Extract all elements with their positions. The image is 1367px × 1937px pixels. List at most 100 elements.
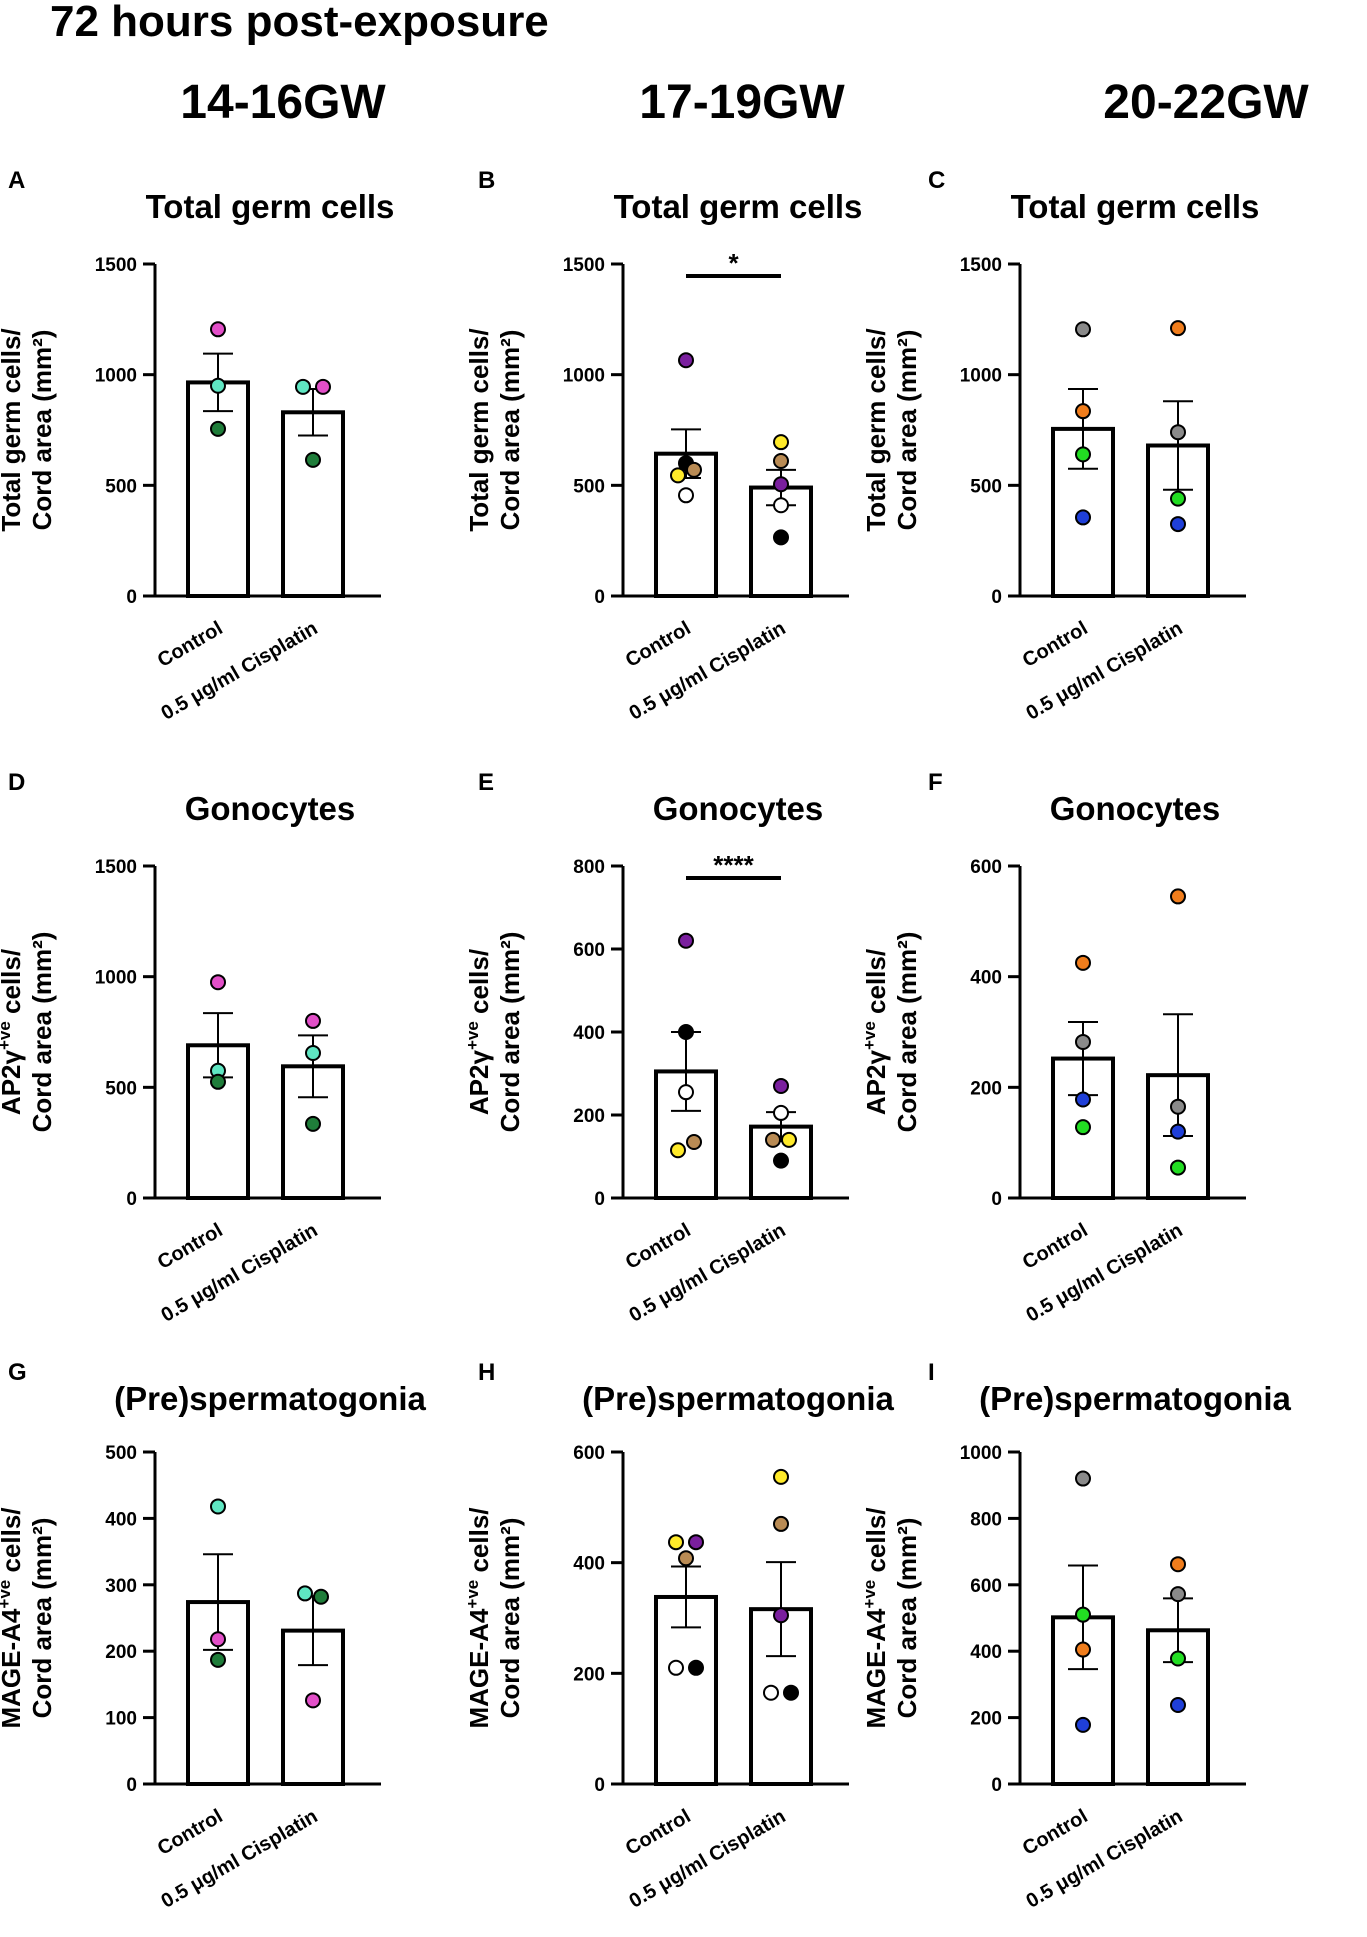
data-point <box>210 1651 226 1668</box>
y-tick-label: 0 <box>126 1775 137 1796</box>
y-tick-label: 200 <box>573 1106 605 1127</box>
bar-control <box>1051 1615 1115 1787</box>
data-point <box>781 1131 797 1148</box>
panel-title: Gonocytes <box>1050 790 1221 827</box>
panel-letter: B <box>478 167 495 194</box>
data-point <box>297 1585 313 1602</box>
y-tick-label: 0 <box>991 1189 1002 1210</box>
y-label-superscript: +ve <box>463 1580 482 1609</box>
data-point <box>1075 403 1091 420</box>
y-tick-label: 500 <box>970 476 1002 497</box>
y-axis-label: AP2γ+ve cells/ <box>463 949 494 1115</box>
data-point <box>1170 424 1186 441</box>
data-point <box>1170 1556 1186 1573</box>
panel-title: (Pre)spermatogonia <box>979 1380 1291 1417</box>
data-point <box>668 1659 684 1676</box>
y-tick-label: 600 <box>573 1443 605 1464</box>
y-tick-label: 200 <box>573 1664 605 1685</box>
data-point <box>210 1498 226 1515</box>
data-point <box>773 476 789 493</box>
data-point <box>668 1534 684 1551</box>
x-category-label: 0.5 μg/ml Cisplatin <box>625 1219 789 1326</box>
y-tick-label: 400 <box>105 1509 137 1530</box>
y-label-text: MAGE-A4 <box>861 1608 891 1728</box>
y-label-text: cells/ <box>0 1507 26 1579</box>
data-point <box>1075 321 1091 338</box>
y-tick-label: 200 <box>970 1709 1002 1730</box>
x-category-label: 0.5 μg/ml Cisplatin <box>157 617 321 724</box>
y-tick-label: 500 <box>573 476 605 497</box>
data-point <box>773 1152 789 1169</box>
data-point <box>1170 1098 1186 1115</box>
y-axis-label: Cord area (mm²) <box>892 1518 922 1719</box>
data-point <box>315 378 331 395</box>
data-point <box>210 1631 226 1648</box>
x-category-label: 0.5 μg/ml Cisplatin <box>157 1219 321 1326</box>
y-axis-label: Cord area (mm²) <box>495 932 525 1133</box>
y-axis-label: MAGE-A4+ve cells/ <box>0 1507 26 1728</box>
y-axis-label: Cord area (mm²) <box>27 932 57 1133</box>
x-category-label: 0.5 μg/ml Cisplatin <box>1022 617 1186 724</box>
data-point <box>773 1077 789 1094</box>
data-point <box>773 529 789 546</box>
panel-title: (Pre)spermatogonia <box>582 1380 894 1417</box>
y-axis-label: Cord area (mm²) <box>495 1518 525 1719</box>
data-point <box>763 1684 779 1701</box>
panel-title: Gonocytes <box>185 790 356 827</box>
data-point <box>1075 1119 1091 1136</box>
data-point <box>773 1607 789 1624</box>
data-point <box>678 487 694 504</box>
data-point <box>686 461 702 478</box>
data-point <box>783 1684 799 1701</box>
data-point <box>1170 1586 1186 1603</box>
data-point <box>1075 1470 1091 1487</box>
x-category-label: Control <box>154 1805 227 1860</box>
y-tick-label: 0 <box>594 1189 605 1210</box>
panel-letter: C <box>928 167 945 194</box>
y-tick-label: 0 <box>126 1189 137 1210</box>
data-point <box>1170 1123 1186 1140</box>
data-point <box>1075 954 1091 971</box>
data-point <box>210 377 226 394</box>
significance-stars: **** <box>713 850 754 880</box>
y-tick-label: 200 <box>970 1078 1002 1099</box>
y-tick-label: 1500 <box>95 857 137 878</box>
y-tick-label: 200 <box>105 1642 137 1663</box>
data-point <box>295 378 311 395</box>
x-category-label: Control <box>154 617 227 672</box>
data-point <box>1075 1606 1091 1623</box>
x-category-label: Control <box>622 1805 695 1860</box>
panel-h: H (Pre)spermatogonia 0 200 400 600 MAGE-A4+ve … <box>463 1359 895 1913</box>
x-category-label: Control <box>1019 1805 1092 1860</box>
data-point <box>773 1515 789 1532</box>
y-tick-label: 0 <box>126 587 137 608</box>
bar-cisplatin <box>281 410 345 598</box>
data-point <box>678 1084 694 1101</box>
data-point <box>1170 320 1186 337</box>
y-tick-label: 100 <box>105 1709 137 1730</box>
data-point <box>313 1588 329 1605</box>
y-axis-label: Total germ cells/ <box>0 328 26 531</box>
panel-title: (Pre)spermatogonia <box>114 1380 426 1417</box>
data-point <box>305 451 321 468</box>
data-point <box>210 974 226 991</box>
data-point <box>686 1133 702 1150</box>
x-category-label: 0.5 μg/ml Cisplatin <box>1022 1219 1186 1326</box>
y-axis-label: AP2γ+ve cells/ <box>860 949 891 1115</box>
data-point <box>210 420 226 437</box>
y-tick-label: 400 <box>970 1642 1002 1663</box>
y-tick-label: 800 <box>970 1509 1002 1530</box>
y-tick-label: 1000 <box>95 366 137 387</box>
y-axis-label: Cord area (mm²) <box>892 932 922 1133</box>
column-header-17-19gw: 17-19GW <box>639 76 845 129</box>
data-point <box>305 1692 321 1709</box>
x-category-label: Control <box>154 1219 227 1274</box>
bar-control <box>186 380 250 598</box>
data-point <box>210 321 226 338</box>
data-point <box>1170 1650 1186 1667</box>
data-point <box>678 932 694 949</box>
data-point <box>1170 1696 1186 1713</box>
column-header-20-22gw: 20-22GW <box>1103 76 1309 129</box>
